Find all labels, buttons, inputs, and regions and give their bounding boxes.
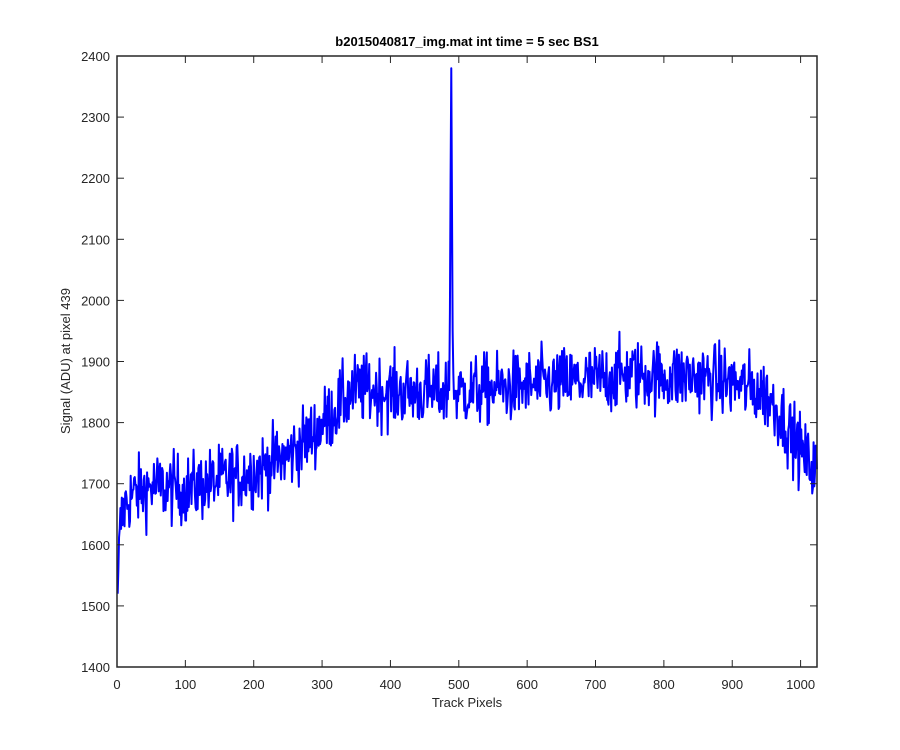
- x-tick-label: 900: [721, 677, 743, 692]
- x-axis-ticks: 0 100 200 300 400 500 600 700 800 900 1000: [113, 56, 815, 692]
- y-tick-label: 1400: [81, 660, 110, 675]
- y-tick-label: 1500: [81, 599, 110, 614]
- plot-area: 0 100 200 300 400 500 600 700 800 900 1000 1400 150…: [81, 49, 818, 692]
- y-axis-label: Signal (ADU) at pixel 439: [58, 288, 73, 434]
- x-tick-label: 400: [380, 677, 402, 692]
- series-layer: [116, 67, 818, 594]
- x-axis-label: Track Pixels: [432, 695, 503, 710]
- x-tick-label: 200: [243, 677, 265, 692]
- axes-background: [117, 56, 817, 667]
- y-tick-label: 2400: [81, 49, 110, 64]
- x-tick-label: 800: [653, 677, 675, 692]
- x-tick-label: 500: [448, 677, 470, 692]
- y-tick-label: 1900: [81, 355, 110, 370]
- x-tick-label: 600: [516, 677, 538, 692]
- y-tick-label: 1800: [81, 416, 110, 431]
- y-tick-label: 1700: [81, 477, 110, 492]
- x-tick-label: 0: [113, 677, 120, 692]
- signal-series-line: [116, 67, 818, 594]
- y-tick-label: 2000: [81, 293, 110, 308]
- y-axis-ticks: 1400 1500 1600 1700 1800 1900 2000 2100 2200 2300…: [81, 49, 817, 675]
- x-tick-label: 300: [311, 677, 333, 692]
- chart-title: b2015040817_img.mat int time = 5 sec BS1: [335, 34, 598, 49]
- y-tick-label: 2200: [81, 171, 110, 186]
- x-tick-label: 1000: [786, 677, 815, 692]
- y-tick-label: 1600: [81, 538, 110, 553]
- x-tick-label: 100: [175, 677, 197, 692]
- y-tick-label: 2300: [81, 110, 110, 125]
- x-tick-label: 700: [585, 677, 607, 692]
- y-tick-label: 2100: [81, 232, 110, 247]
